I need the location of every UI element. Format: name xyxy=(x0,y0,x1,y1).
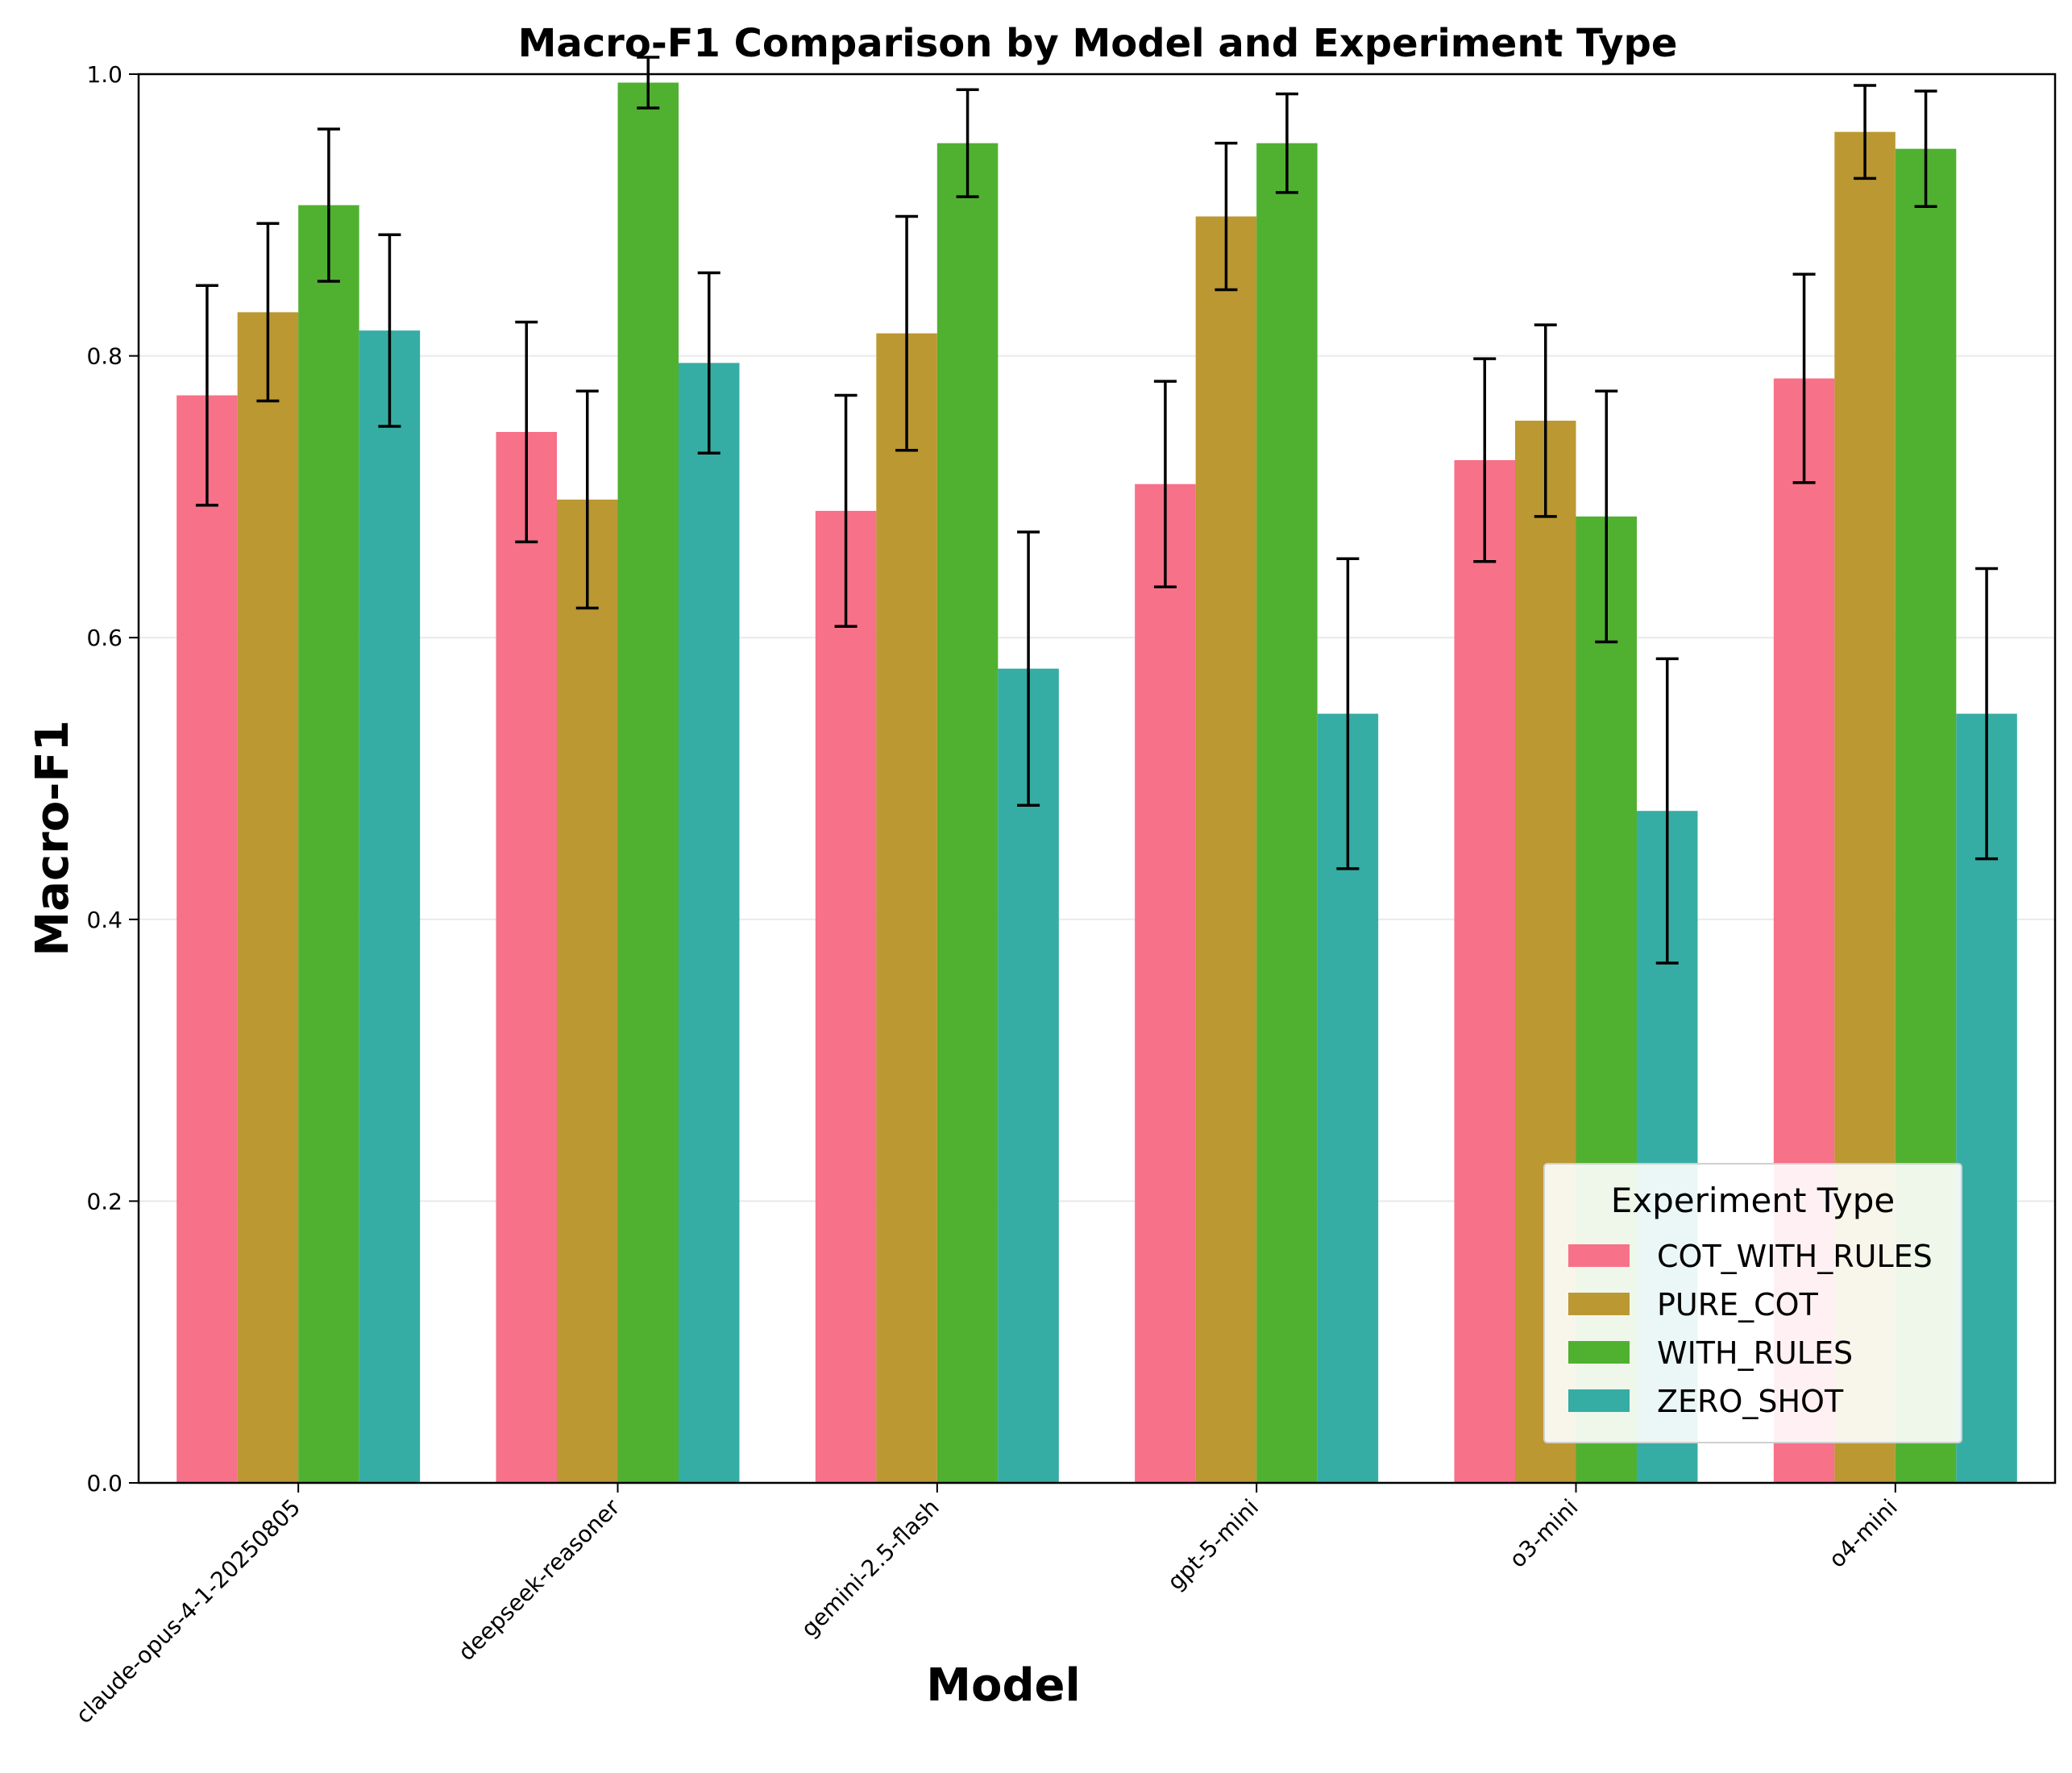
x-tick-label: gemini-2.5-flash xyxy=(796,1494,945,1642)
y-tick-label: 0.6 xyxy=(86,625,122,651)
bar-zero-shot xyxy=(679,363,740,1484)
plot-frame xyxy=(137,73,2057,1484)
bar-cot-with-rules xyxy=(496,431,557,1484)
bar-pure-cot xyxy=(237,312,299,1483)
x-tick-label: o3-mini xyxy=(1504,1494,1583,1573)
bar-cot-with-rules xyxy=(815,510,877,1483)
x-tick-label: deepseek-reasoner xyxy=(453,1493,625,1666)
bar-zero-shot xyxy=(359,330,421,1483)
legend-label: WITH_RULES xyxy=(1657,1335,1853,1371)
legend-swatch xyxy=(1568,1293,1630,1315)
y-tick-label: 0.4 xyxy=(86,907,122,933)
chart-title: Macro-F1 Comparison by Model and Experim… xyxy=(518,21,1678,66)
bar-cot-with-rules xyxy=(1454,459,1515,1483)
legend-label: PURE_COT xyxy=(1657,1287,1819,1322)
legend-swatch xyxy=(1568,1389,1630,1412)
y-tick-label: 1.0 xyxy=(86,61,122,88)
x-tick-label: claude-opus-4-1-20250805 xyxy=(71,1494,306,1729)
bar-pure-cot xyxy=(1195,216,1257,1484)
bar-with-rules xyxy=(936,143,999,1484)
legend: Experiment Type COT_WITH_RULES PURE_COT WIT… xyxy=(1543,1163,1962,1443)
x-axis-label: Model xyxy=(926,1659,1080,1712)
bar-cot-with-rules xyxy=(1135,484,1196,1484)
x-tick-label: gpt-5-mini xyxy=(1162,1494,1264,1596)
bar-with-rules xyxy=(1256,143,1318,1484)
bar-with-rules xyxy=(617,82,679,1483)
bar-with-rules xyxy=(298,205,359,1484)
bars-layer xyxy=(176,82,2017,1484)
y-axis-label: Macro-F1 xyxy=(27,720,79,956)
bar-cot-with-rules xyxy=(176,395,238,1484)
legend-label: ZERO_SHOT xyxy=(1657,1384,1844,1419)
bar-pure-cot xyxy=(557,499,618,1483)
y-tick-label: 0.8 xyxy=(86,343,122,370)
legend-swatch xyxy=(1568,1341,1630,1364)
legend-label: COT_WITH_RULES xyxy=(1657,1239,1933,1274)
y-tick-label: 0.0 xyxy=(86,1470,122,1497)
bar-pure-cot xyxy=(876,333,937,1484)
legend-swatch xyxy=(1568,1244,1630,1267)
y-tick-label: 0.2 xyxy=(86,1188,122,1215)
x-tick-label: o4-mini xyxy=(1824,1494,1903,1573)
legend-box xyxy=(1543,1163,1962,1443)
legend-title: Experiment Type xyxy=(1611,1181,1896,1220)
error-bars-layer xyxy=(195,56,1999,965)
